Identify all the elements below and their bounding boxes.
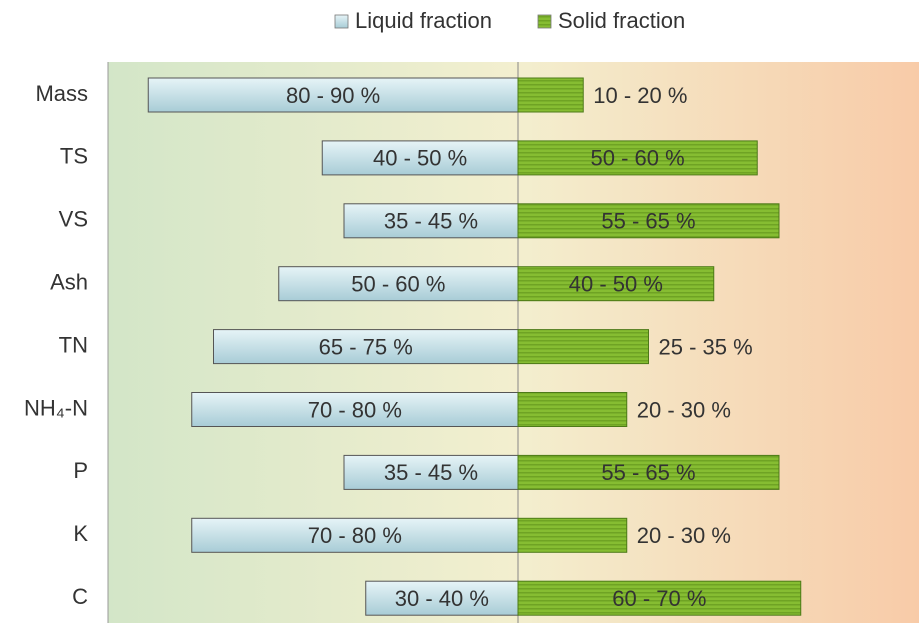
category-label: K (73, 521, 88, 546)
solid-value-label: 55 - 65 % (601, 460, 695, 485)
liquid-value-label: 65 - 75 % (319, 334, 413, 359)
solid-value-label: 55 - 65 % (601, 209, 695, 234)
liquid-value-label: 30 - 40 % (395, 586, 489, 611)
solid-bar (517, 203, 780, 239)
liquid-value-label: 50 - 60 % (351, 272, 445, 297)
legend-label: Solid fraction (558, 8, 685, 33)
category-label: TN (59, 332, 88, 357)
liquid-bar (365, 580, 519, 616)
liquid-value-label: 70 - 80 % (308, 397, 402, 422)
legend-label: Liquid fraction (355, 8, 492, 33)
legend-swatch (334, 14, 349, 29)
liquid-value-label: 40 - 50 % (373, 146, 467, 171)
liquid-bar (321, 140, 519, 176)
category-label: VS (59, 207, 88, 232)
category-label: TS (60, 144, 88, 169)
category-label: P (73, 458, 88, 483)
liquid-bar (278, 266, 519, 302)
solid-value-label: 50 - 60 % (591, 146, 685, 171)
liquid-value-label: 70 - 80 % (308, 523, 402, 548)
solid-bar (517, 580, 802, 616)
solid-bar (517, 77, 584, 113)
liquid-value-label: 35 - 45 % (384, 460, 478, 485)
category-label: NH₄-N (24, 395, 88, 420)
solid-bar (517, 392, 628, 427)
solid-value-label: 25 - 35 % (659, 334, 753, 359)
solid-bar (517, 517, 628, 553)
solid-bar (517, 266, 715, 302)
solid-value-label: 40 - 50 % (569, 272, 663, 297)
solid-bar (517, 454, 780, 490)
category-label: C (72, 584, 88, 609)
solid-value-label: 10 - 20 % (593, 83, 687, 108)
legend-swatch (537, 14, 552, 29)
category-label: Ash (50, 270, 88, 295)
liquid-value-label: 80 - 90 % (286, 83, 380, 108)
solid-value-label: 60 - 70 % (612, 586, 706, 611)
category-label: Mass (35, 81, 88, 106)
solid-value-label: 20 - 30 % (637, 397, 731, 422)
solid-value-label: 20 - 30 % (637, 523, 731, 548)
solid-bar (517, 329, 649, 365)
solid-bar (517, 140, 758, 176)
liquid-bar (147, 77, 519, 113)
liquid-value-label: 35 - 45 % (384, 209, 478, 234)
liquid-bar (191, 392, 519, 427)
